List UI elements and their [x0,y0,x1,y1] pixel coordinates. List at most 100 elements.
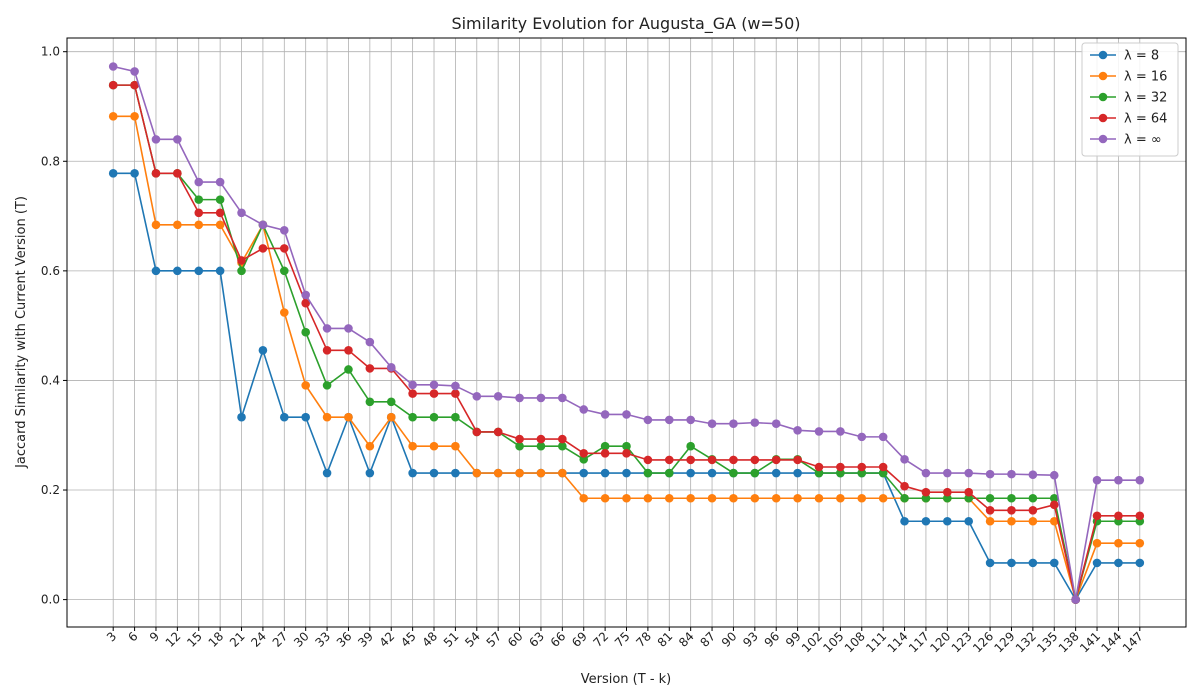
data-point [151,169,161,178]
data-point [108,62,118,71]
data-point [771,493,781,503]
data-point [558,441,567,451]
data-point [451,381,460,391]
data-point [579,468,589,478]
data-point [173,220,182,230]
data-point [707,419,717,429]
data-point [622,410,631,419]
data-point [130,67,139,76]
data-point [451,389,460,398]
data-point [322,412,332,422]
data-point [664,415,674,425]
data-point [921,493,931,503]
data-point [1007,558,1016,568]
legend-swatch-marker [1098,50,1108,60]
data-point [921,516,931,526]
data-point [793,468,802,478]
data-point [1114,538,1123,548]
data-point [386,397,396,407]
legend: λ = 8 λ = 16 λ = 32 λ = 64 λ = ∞ [1081,42,1179,157]
data-point [322,346,332,355]
data-point [365,468,375,478]
data-point [836,493,845,503]
data-point [536,434,546,444]
data-point [793,426,802,435]
chart-title: Similarity Evolution for Augusta_GA (w=5… [451,14,800,34]
data-point [1028,470,1038,479]
data-point [878,432,888,442]
data-point [237,208,246,218]
data-point [985,558,995,568]
data-point [451,412,460,422]
data-point [622,468,631,478]
data-point [985,493,995,503]
data-point [943,468,952,478]
data-point [750,455,760,465]
data-point [964,516,974,526]
data-point [1135,511,1145,521]
data-point [194,208,204,218]
data-point [108,112,118,121]
data-point [493,468,503,478]
data-point [558,393,567,403]
data-point [1049,516,1059,526]
data-point [130,112,139,121]
legend-label: λ = 16 [1124,70,1167,85]
data-point [985,505,995,515]
data-point [279,226,289,235]
data-point [686,468,695,478]
data-point [707,468,717,478]
data-point [729,493,738,503]
data-point [964,493,974,503]
data-point [729,468,738,478]
data-point [793,493,802,503]
y-tick-label: 0.2 [41,483,60,497]
data-point [964,468,974,478]
data-point [1049,500,1059,510]
data-point [536,441,546,451]
data-point [836,462,845,472]
data-point [600,449,610,458]
data-point [579,405,589,414]
data-point [279,308,289,317]
data-point [365,397,375,407]
data-point [130,169,139,178]
data-point [451,468,460,478]
data-point [664,493,674,503]
data-point [429,380,439,390]
data-point [215,266,225,276]
data-point [408,389,417,398]
data-point [793,455,802,465]
data-point [643,455,653,465]
data-point [322,381,332,390]
data-point [237,412,246,422]
data-point [472,392,482,401]
legend-label: λ = 32 [1124,91,1167,106]
data-point [686,455,695,465]
series-4 [108,80,1145,604]
data-point [1028,558,1038,568]
data-point [515,468,524,478]
data-point [301,298,310,308]
data-point [130,80,139,90]
data-point [643,493,653,503]
data-point [771,455,781,465]
data-point [215,208,225,218]
data-point [151,220,161,230]
data-point [643,415,653,425]
data-point [215,177,225,187]
data-point [943,493,952,503]
data-point [515,441,524,451]
data-point [836,427,845,436]
data-point [750,468,760,478]
data-point [814,493,824,503]
data-point [1092,558,1102,568]
data-point [1092,475,1102,485]
data-point [194,266,204,276]
data-point [686,441,695,451]
legend-swatch-marker [1098,71,1108,81]
data-point [707,455,717,465]
legend-swatch-marker [1098,113,1108,123]
data-point [579,455,589,464]
data-point [279,244,289,253]
